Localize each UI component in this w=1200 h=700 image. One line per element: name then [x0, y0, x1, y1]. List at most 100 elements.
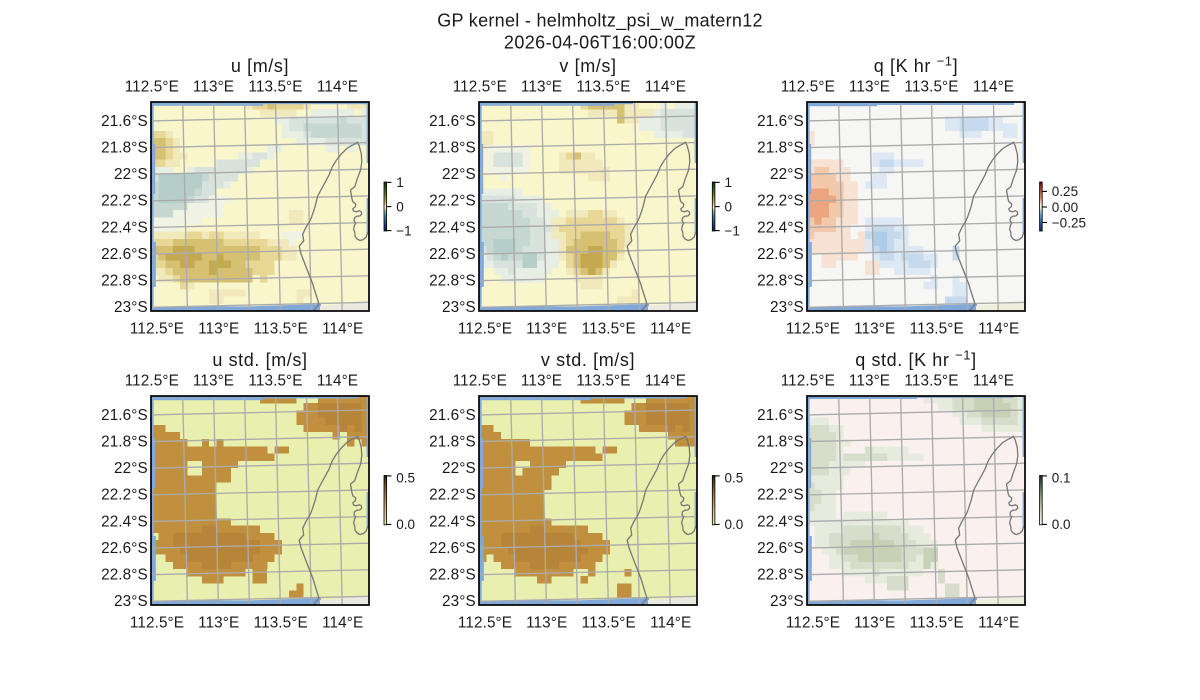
svg-text:114°E: 114°E	[978, 614, 1019, 631]
svg-text:114°E: 114°E	[322, 614, 363, 631]
svg-text:112.5°E: 112.5°E	[458, 614, 512, 631]
svg-text:114°E: 114°E	[973, 373, 1014, 390]
svg-text:112.5°E: 112.5°E	[786, 614, 840, 631]
svg-text:113°E: 113°E	[849, 373, 890, 390]
svg-text:22.4°S: 22.4°S	[429, 513, 476, 530]
svg-text:−1: −1	[725, 223, 740, 238]
svg-text:21.6°S: 21.6°S	[757, 113, 804, 130]
svg-text:u [m/s]: u [m/s]	[231, 56, 289, 76]
svg-text:0.0: 0.0	[725, 517, 744, 532]
svg-text:113°E: 113°E	[854, 320, 895, 337]
svg-text:23°S: 23°S	[770, 593, 804, 610]
svg-text:113°E: 113°E	[193, 79, 234, 96]
svg-text:23°S: 23°S	[442, 299, 476, 316]
svg-text:113°E: 113°E	[526, 320, 567, 337]
svg-text:112.5°E: 112.5°E	[125, 373, 179, 390]
svg-text:114°E: 114°E	[645, 373, 686, 390]
svg-text:22.6°S: 22.6°S	[757, 246, 804, 263]
svg-text:0: 0	[396, 199, 404, 214]
svg-text:22.8°S: 22.8°S	[429, 567, 476, 584]
svg-text:22.6°S: 22.6°S	[757, 540, 804, 557]
svg-text:23°S: 23°S	[114, 299, 148, 316]
svg-text:113°E: 113°E	[193, 373, 234, 390]
svg-text:22.4°S: 22.4°S	[101, 513, 148, 530]
svg-text:22.2°S: 22.2°S	[429, 487, 476, 504]
svg-text:21.6°S: 21.6°S	[101, 407, 148, 424]
svg-text:21.6°S: 21.6°S	[429, 113, 476, 130]
svg-text:113°E: 113°E	[526, 614, 567, 631]
svg-text:21.8°S: 21.8°S	[101, 139, 148, 156]
svg-text:22°S: 22°S	[770, 166, 804, 183]
svg-text:113.5°E: 113.5°E	[254, 320, 308, 337]
svg-text:113.5°E: 113.5°E	[910, 614, 964, 631]
svg-text:0.5: 0.5	[725, 471, 744, 486]
svg-text:22.8°S: 22.8°S	[429, 273, 476, 290]
svg-text:22.4°S: 22.4°S	[757, 513, 804, 530]
svg-text:22°S: 22°S	[442, 460, 476, 477]
svg-text:22.6°S: 22.6°S	[101, 246, 148, 263]
svg-text:−0.25: −0.25	[1052, 215, 1086, 230]
svg-text:21.8°S: 21.8°S	[429, 433, 476, 450]
svg-text:114°E: 114°E	[645, 79, 686, 96]
svg-text:112.5°E: 112.5°E	[453, 373, 507, 390]
svg-text:113.5°E: 113.5°E	[904, 373, 958, 390]
svg-text:21.6°S: 21.6°S	[757, 407, 804, 424]
svg-text:0.00: 0.00	[1052, 200, 1078, 215]
svg-text:113°E: 113°E	[198, 614, 239, 631]
svg-text:113°E: 113°E	[198, 320, 239, 337]
svg-text:112.5°E: 112.5°E	[125, 79, 179, 96]
svg-text:v [m/s]: v [m/s]	[559, 56, 616, 76]
svg-text:0.5: 0.5	[396, 471, 415, 486]
svg-text:22.4°S: 22.4°S	[429, 219, 476, 236]
svg-text:22.6°S: 22.6°S	[429, 246, 476, 263]
svg-text:22°S: 22°S	[442, 166, 476, 183]
svg-text:22.6°S: 22.6°S	[429, 540, 476, 557]
svg-text:112.5°E: 112.5°E	[786, 320, 840, 337]
svg-text:22°S: 22°S	[770, 460, 804, 477]
svg-text:113.5°E: 113.5°E	[910, 320, 964, 337]
svg-text:114°E: 114°E	[650, 614, 691, 631]
svg-text:113.5°E: 113.5°E	[582, 614, 636, 631]
svg-text:113.5°E: 113.5°E	[248, 373, 302, 390]
svg-text:1: 1	[725, 175, 733, 190]
svg-text:113.5°E: 113.5°E	[904, 79, 958, 96]
svg-text:22.8°S: 22.8°S	[757, 273, 804, 290]
svg-text:u std. [m/s]: u std. [m/s]	[212, 350, 307, 370]
svg-text:v std. [m/s]: v std. [m/s]	[541, 350, 635, 370]
svg-text:21.8°S: 21.8°S	[429, 139, 476, 156]
svg-text:0: 0	[725, 199, 733, 214]
svg-text:112.5°E: 112.5°E	[458, 320, 512, 337]
svg-text:112.5°E: 112.5°E	[781, 79, 835, 96]
svg-text:112.5°E: 112.5°E	[130, 320, 184, 337]
svg-text:0.0: 0.0	[1052, 517, 1071, 532]
svg-text:22.4°S: 22.4°S	[101, 219, 148, 236]
svg-text:2026-04-06T16:00:00Z: 2026-04-06T16:00:00Z	[504, 33, 696, 53]
svg-text:21.6°S: 21.6°S	[429, 407, 476, 424]
svg-text:114°E: 114°E	[322, 320, 363, 337]
svg-text:23°S: 23°S	[770, 299, 804, 316]
svg-text:22.2°S: 22.2°S	[101, 193, 148, 210]
svg-text:22.2°S: 22.2°S	[757, 193, 804, 210]
svg-text:113°E: 113°E	[854, 614, 895, 631]
svg-text:114°E: 114°E	[650, 320, 691, 337]
svg-text:21.6°S: 21.6°S	[101, 113, 148, 130]
svg-text:0.0: 0.0	[396, 517, 415, 532]
svg-text:22.2°S: 22.2°S	[757, 487, 804, 504]
svg-text:113°E: 113°E	[849, 79, 890, 96]
svg-text:114°E: 114°E	[317, 79, 358, 96]
svg-text:114°E: 114°E	[973, 79, 1014, 96]
svg-text:22.6°S: 22.6°S	[101, 540, 148, 557]
svg-text:21.8°S: 21.8°S	[757, 433, 804, 450]
svg-text:21.8°S: 21.8°S	[101, 433, 148, 450]
svg-text:22°S: 22°S	[114, 166, 148, 183]
svg-text:1: 1	[396, 175, 404, 190]
svg-text:0.1: 0.1	[1052, 471, 1071, 486]
svg-text:22.8°S: 22.8°S	[101, 273, 148, 290]
svg-text:22.2°S: 22.2°S	[101, 487, 148, 504]
svg-text:112.5°E: 112.5°E	[781, 373, 835, 390]
svg-text:−1: −1	[396, 223, 411, 238]
svg-text:113.5°E: 113.5°E	[576, 79, 630, 96]
svg-text:112.5°E: 112.5°E	[130, 614, 184, 631]
svg-text:0.25: 0.25	[1052, 184, 1078, 199]
svg-text:23°S: 23°S	[442, 593, 476, 610]
